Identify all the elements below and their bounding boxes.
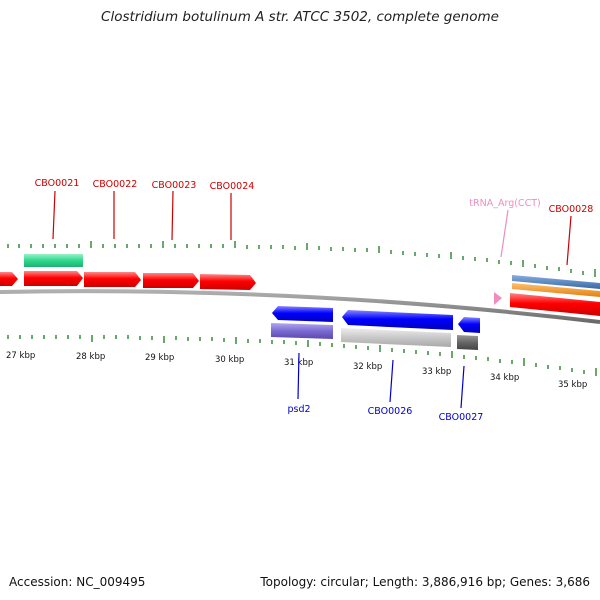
forward-cds-track	[0, 271, 256, 290]
forward-label-connectors	[52, 190, 572, 266]
gene-label-CBO0021[interactable]: CBO0021	[35, 178, 80, 189]
gene-label-psd2[interactable]: psd2	[287, 404, 310, 415]
cds-CBO0023[interactable]	[143, 273, 199, 288]
cds-CBO0027[interactable]	[458, 317, 480, 333]
gene-label-CBO0028[interactable]: CBO0028	[549, 204, 594, 215]
scale-label-28kbp: 28 kbp	[76, 352, 105, 362]
gray-feature[interactable]	[341, 328, 451, 347]
scale-label-30kbp: 30 kbp	[215, 355, 244, 365]
scale-label-35kbp: 35 kbp	[558, 380, 587, 390]
trna-marker[interactable]	[494, 292, 502, 305]
gene-label-CBO0026[interactable]: CBO0026	[368, 406, 413, 417]
inner-tick-row	[7, 335, 597, 376]
gene-label-CBO0023[interactable]: CBO0023	[152, 180, 197, 191]
gene-label-CBO0027[interactable]: CBO0027	[439, 412, 484, 423]
cds-CBO0021[interactable]	[24, 271, 83, 286]
green-feature[interactable]	[24, 254, 83, 267]
steelblue-feature[interactable]	[512, 275, 600, 289]
cds-CBO0026[interactable]	[342, 310, 453, 330]
outer-tick-row	[7, 241, 596, 277]
scale-label-32kbp: 32 kbp	[353, 362, 382, 372]
scale-label-29kbp: 29 kbp	[145, 353, 174, 363]
lavender-feature[interactable]	[271, 323, 333, 339]
orange-feature[interactable]	[512, 283, 600, 297]
accession-text: Accession: NC_009495	[9, 575, 146, 589]
scale-label-34kbp: 34 kbp	[490, 373, 519, 383]
cds-fragment-left[interactable]	[0, 272, 18, 286]
genome-stats-text: Topology: circular; Length: 3,886,916 bp…	[260, 575, 590, 589]
darkgray-feature[interactable]	[457, 335, 478, 350]
cds-psd2[interactable]	[272, 306, 333, 322]
scale-label-33kbp: 33 kbp	[422, 367, 451, 377]
cds-CBO0028[interactable]	[510, 293, 600, 316]
genome-backbone	[0, 289, 600, 324]
scale-label-27kbp: 27 kbp	[6, 351, 35, 361]
cds-CBO0024[interactable]	[200, 274, 256, 290]
cds-CBO0022[interactable]	[84, 272, 141, 287]
reverse-label-connectors	[297, 352, 465, 409]
map-title: Clostridium botulinum A str. ATCC 3502, …	[101, 9, 499, 25]
gene-label-CBO0024[interactable]: CBO0024	[210, 181, 255, 192]
gene-label-CBO0022[interactable]: CBO0022	[93, 179, 138, 190]
gene-label-tRNA-Arg[interactable]: tRNA_Arg(CCT)	[469, 198, 540, 209]
reverse-cds-track	[272, 306, 480, 333]
